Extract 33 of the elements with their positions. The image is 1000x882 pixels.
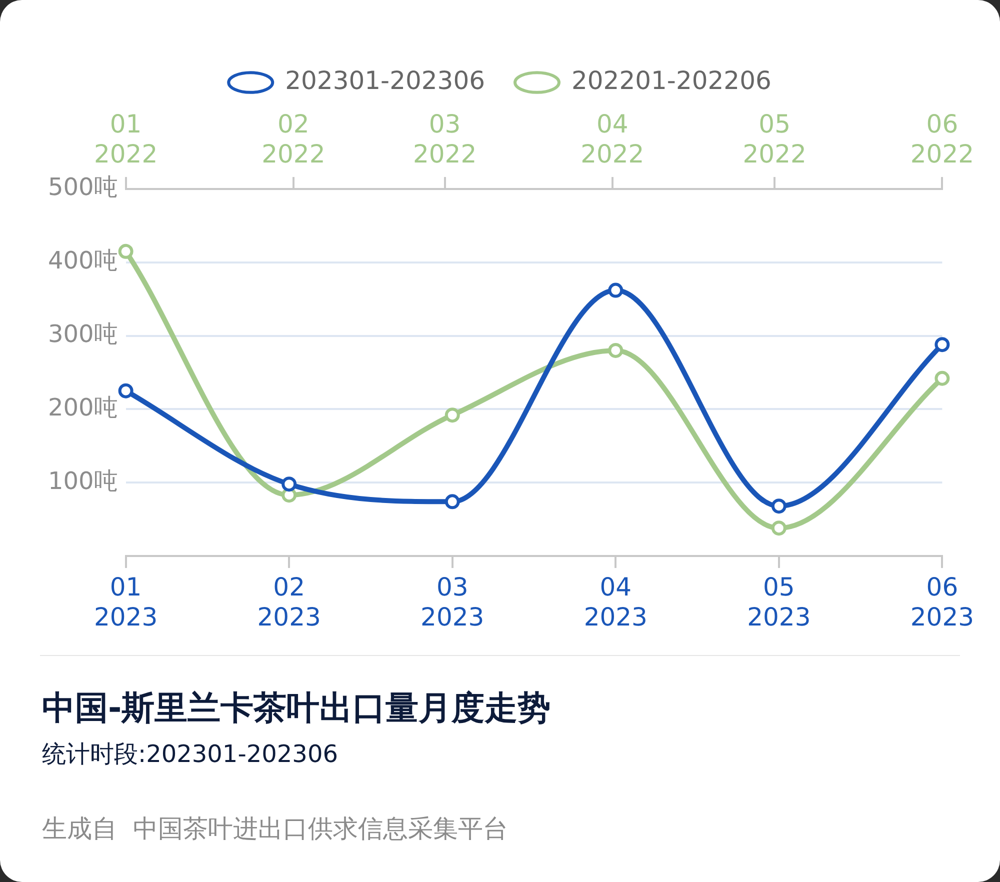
point	[444, 494, 460, 510]
y-tick-label: 200吨	[48, 393, 118, 422]
point	[608, 282, 624, 298]
text: 统计时段:202301-202306	[42, 739, 338, 770]
x-tick-label: 03 2023	[420, 572, 484, 632]
point	[444, 408, 460, 423]
x2-tick-label: 05 2022	[742, 110, 806, 168]
point	[934, 370, 950, 386]
point	[771, 498, 786, 514]
y-tick-label: 100吨	[48, 466, 118, 495]
point	[118, 383, 134, 398]
y-tick-label: 500吨	[48, 173, 118, 202]
x2-tick-label: 01 2022	[94, 110, 158, 168]
x2-tick-label: 04 2022	[580, 110, 644, 168]
point	[282, 476, 297, 492]
x-tick-label: 02 2023	[257, 572, 321, 632]
x2-tick-label: 03 2022	[412, 110, 477, 168]
x-tick-label: 04 2023	[584, 572, 648, 632]
text: 生成自 中国茶叶进出口供求信息采集平台	[42, 813, 508, 845]
legend-label: 202301-202306	[285, 66, 485, 95]
point	[608, 342, 624, 358]
x-tick-label: 05 2023	[747, 572, 811, 632]
x-tick-label: 01 2023	[94, 572, 158, 632]
point	[934, 337, 950, 352]
y-tick-label: 300吨	[48, 320, 118, 348]
x2-tick-label: 02 2022	[262, 110, 326, 168]
legend-label: 202201-202206	[572, 66, 772, 95]
point	[118, 244, 134, 259]
y-tick-label: 400吨	[48, 246, 118, 275]
x2-tick-label: 06 2022	[910, 110, 974, 168]
x-tick-label: 06 2023	[910, 572, 974, 632]
point	[771, 520, 786, 536]
text: 中国-斯里兰卡茶叶出口量月度走势	[42, 687, 551, 729]
